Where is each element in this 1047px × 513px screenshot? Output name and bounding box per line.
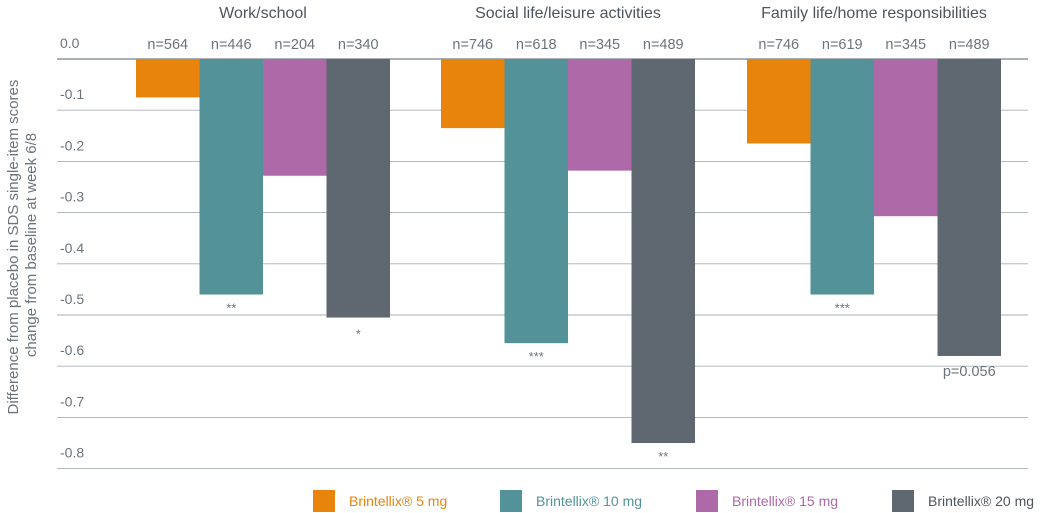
- n-label: n=489: [949, 37, 990, 53]
- legend-label: Brintellix® 15 mg: [732, 493, 838, 509]
- significance-label: *: [356, 327, 361, 342]
- bar: [874, 59, 938, 217]
- y-axis-title-line-2: change from baseline at week 6/8: [23, 133, 40, 357]
- bar: [136, 59, 200, 98]
- legend-label: Brintellix® 20 mg: [928, 493, 1034, 509]
- bar: [199, 59, 263, 295]
- labels: n=564 n=746 n=746n=446**n=618***n=619***n=…: [147, 5, 995, 464]
- significance-label: ***: [529, 349, 544, 364]
- bar: [504, 59, 568, 344]
- n-label: n=489: [643, 37, 684, 53]
- legend-swatch: [313, 490, 335, 512]
- n-label: n=619: [822, 37, 863, 53]
- category-label: Family life/home responsibilities: [761, 5, 987, 22]
- n-label: n=345: [885, 37, 926, 53]
- n-label: n=746: [452, 37, 493, 53]
- n-label: n=564: [147, 37, 188, 53]
- y-tick-label: -0.6: [60, 342, 84, 358]
- category-label: Work/school: [219, 5, 307, 22]
- n-label: n=618: [516, 37, 557, 53]
- bar: [937, 59, 1001, 356]
- significance-label: **: [658, 449, 668, 464]
- n-label: n=340: [338, 37, 379, 53]
- y-tick-label: 0.0: [60, 35, 80, 51]
- category-label: Social life/leisure activities: [475, 5, 661, 22]
- y-tick-label: -0.2: [60, 137, 84, 153]
- y-tick-label: -0.3: [60, 189, 84, 205]
- legend-label: Brintellix® 5 mg: [349, 493, 447, 509]
- significance-label: **: [226, 301, 236, 316]
- bar: [747, 59, 811, 144]
- n-label: n=746: [758, 37, 799, 53]
- significance-label: p=0.056: [943, 364, 996, 380]
- y-axis-title: Difference from placebo in SDS single-it…: [5, 75, 40, 414]
- bar: [263, 59, 327, 176]
- significance-label: ***: [835, 301, 850, 316]
- bars: [136, 59, 1001, 443]
- legend-swatch: [892, 490, 914, 512]
- y-axis-title-line-1: Difference from placebo in SDS single-it…: [5, 80, 22, 415]
- n-label: n=204: [274, 37, 315, 53]
- bar: [810, 59, 874, 295]
- y-tick-label: -0.8: [60, 445, 84, 461]
- n-label: n=345: [579, 37, 620, 53]
- y-tick-label: -0.4: [60, 240, 84, 256]
- bar: [631, 59, 695, 443]
- bar: [326, 59, 390, 318]
- y-tick-label: -0.1: [60, 86, 84, 102]
- legend: Brintellix® 5 mg Brintellix® 10 mg Brintel…: [313, 490, 1034, 512]
- legend-swatch: [500, 490, 522, 512]
- n-label: n=446: [211, 37, 252, 53]
- bar: [568, 59, 632, 171]
- y-tick-label: -0.5: [60, 291, 84, 307]
- y-tick-label: -0.7: [60, 393, 84, 409]
- legend-swatch: [696, 490, 718, 512]
- y-axis: 0.0 -0.1 -0.2 -0.3 -0.4 -0.5 -0.6 -0.7 -0.8: [60, 35, 84, 461]
- bar: [441, 59, 505, 129]
- legend-label: Brintellix® 10 mg: [536, 493, 642, 509]
